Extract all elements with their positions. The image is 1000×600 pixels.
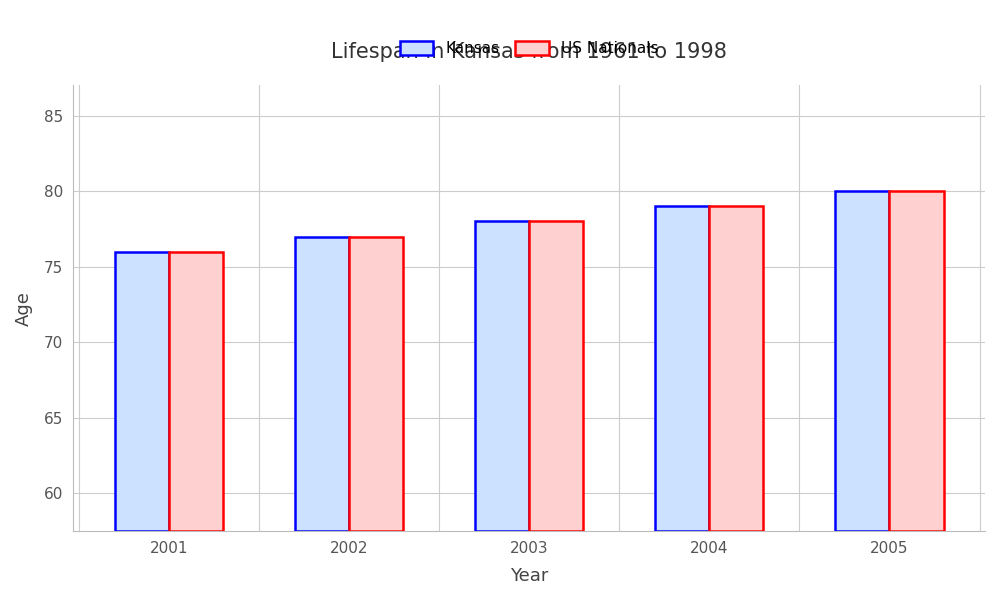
Title: Lifespan in Kansas from 1961 to 1998: Lifespan in Kansas from 1961 to 1998 — [331, 41, 727, 62]
Bar — [835, 191, 889, 531]
Bar — [115, 251, 169, 531]
Bar — [349, 236, 403, 531]
Bar — [655, 206, 709, 531]
Bar — [169, 251, 223, 531]
Bar — [475, 221, 529, 531]
Bar — [889, 191, 944, 531]
Legend: Kansas, US Nationals: Kansas, US Nationals — [394, 35, 664, 62]
Bar — [295, 236, 349, 531]
Bar — [709, 206, 763, 531]
X-axis label: Year: Year — [510, 567, 548, 585]
Bar — [529, 221, 583, 531]
Y-axis label: Age: Age — [15, 291, 33, 326]
